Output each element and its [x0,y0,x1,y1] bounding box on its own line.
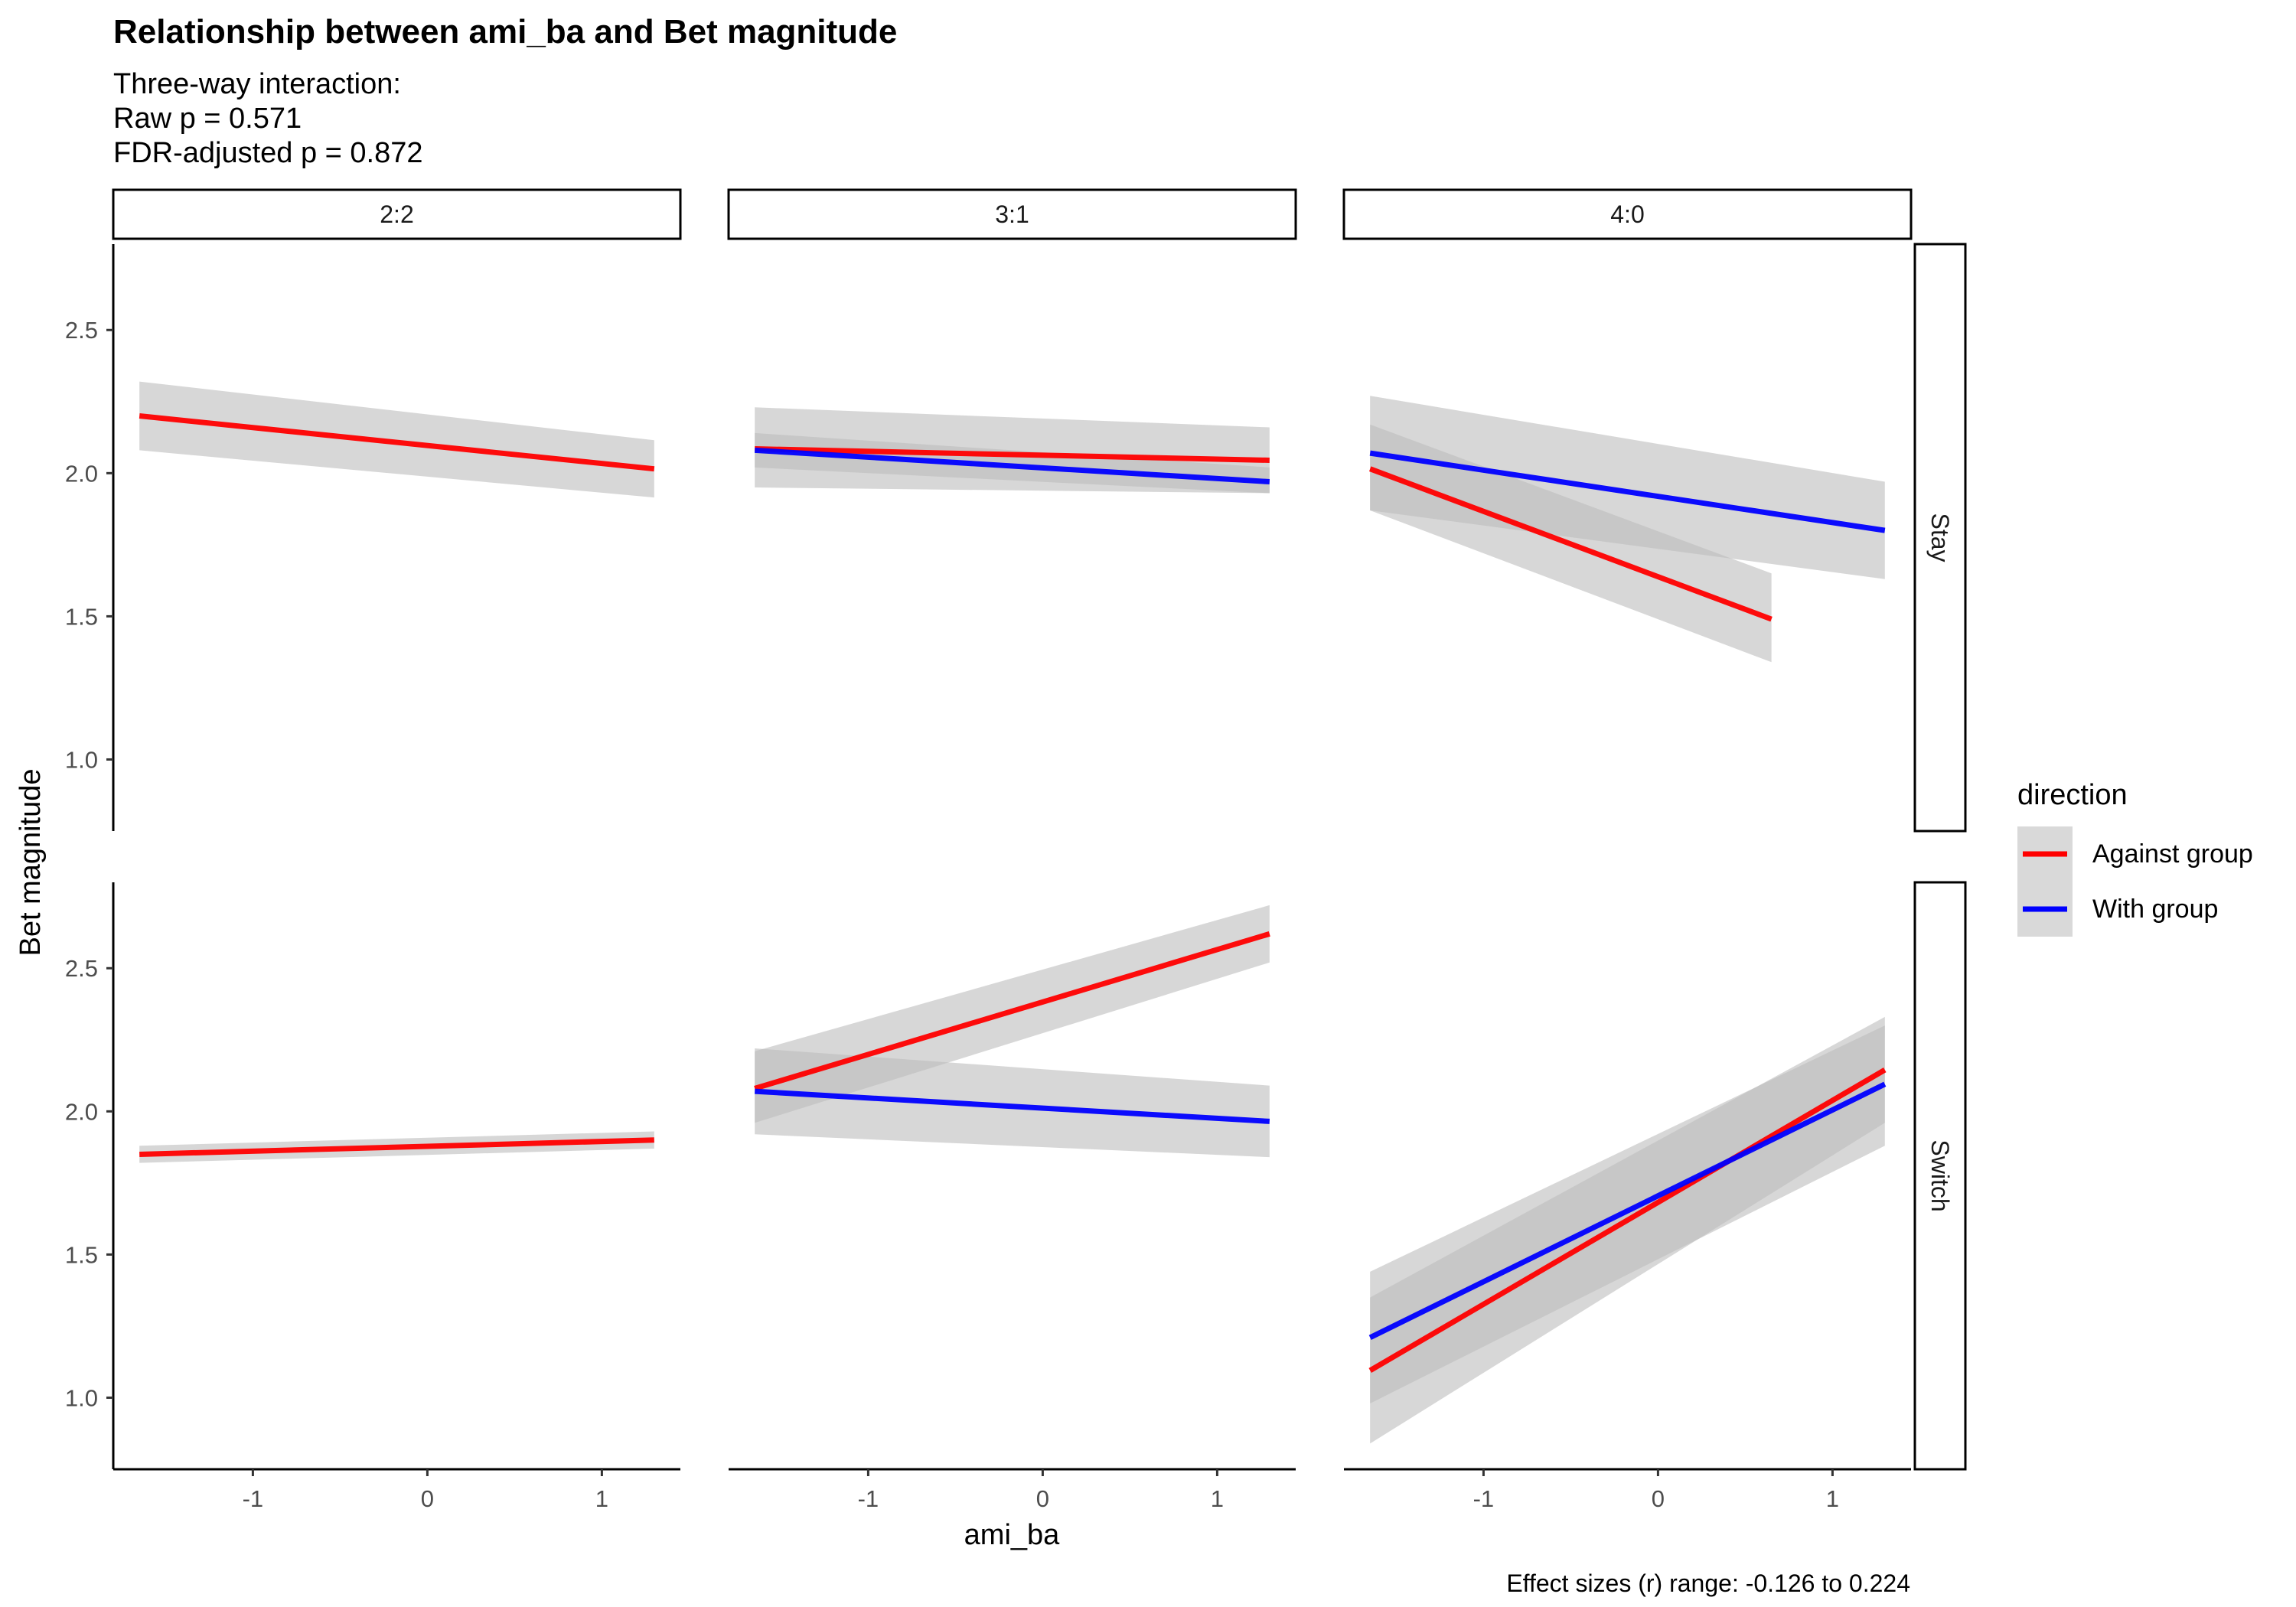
legend: direction Against group With group [2017,779,2253,937]
facet-strip-label-switch: Switch [1926,1139,1954,1211]
series-line-against-group [755,446,1270,463]
series-line-with-group [754,447,1270,485]
panel-stay-3-1 [754,407,1270,494]
chart-title: Relationship between ami_ba and Bet magn… [113,13,897,51]
panel-switch-3-1 [754,905,1270,1158]
legend-title: direction [2017,779,2128,811]
confidence-band-with-group [755,1048,1270,1158]
y-tick-label-switch-3: 2.5 [65,955,98,982]
x-axis-label: ami_ba [964,1519,1060,1551]
series-line-with-group [1369,450,1886,533]
facet-strip-label-3-1: 3:1 [995,200,1029,228]
y-axis-label: Bet magnitude [15,768,47,956]
x-tick-label-4-0-0: -1 [1473,1485,1495,1512]
chart-subtitle-line-3: FDR-adjusted p = 0.872 [113,137,423,169]
x-tick-label-3-1-2: 1 [1211,1485,1224,1512]
confidence-band-with-group [1370,396,1885,579]
y-tick-label-switch-1: 1.5 [65,1241,98,1268]
y-tick-label-stay-3: 2.5 [65,317,98,344]
facet-strip-label-stay: Stay [1926,513,1954,562]
chart-subtitle-line-2: Raw p = 0.571 [113,103,302,135]
y-tick-label-stay-0: 1.0 [65,746,98,773]
y-tick-label-stay-1: 1.5 [65,603,98,630]
series-line-against-group [1368,466,1773,622]
facet-strip-stay [1913,243,1967,833]
confidence-band-with-group [1370,1025,1885,1403]
series-line-with-group [754,1088,1270,1124]
chart-caption: Effect sizes (r) range: -0.126 to 0.224 [1506,1570,1910,1597]
y-tick-label-switch-2: 2.0 [65,1098,98,1125]
panel-stay-2-2 [139,381,655,498]
facet-strip-2-2 [112,188,682,240]
legend-label-with-group: With group [2092,895,2218,924]
x-tick-label-2-2-0: -1 [243,1485,264,1512]
x-tick-label-4-0-2: 1 [1826,1485,1839,1512]
facet-strip-switch [1913,881,1967,1471]
facet-strip-label-2-2: 2:2 [380,200,413,228]
legend-label-against-group: Against group [2092,839,2253,869]
chart-subtitle-line-1: Three-way interaction: [113,68,401,100]
panel-stay-4-0 [1368,396,1886,663]
panel-switch-2-2 [139,1131,654,1163]
panel-switch-4-0 [1368,1016,1887,1444]
facet-strip-label-4-0: 4:0 [1610,200,1644,228]
facet-strip-3-1 [727,188,1297,240]
confidence-band-against-group [139,381,654,498]
facet-strip-4-0 [1342,188,1913,240]
x-tick-label-4-0-1: 0 [1652,1485,1665,1512]
y-tick-label-stay-2: 2.0 [65,460,98,487]
series-line-against-group [139,413,655,472]
series-line-against-group [754,931,1270,1091]
x-tick-label-2-2-1: 0 [421,1485,434,1512]
y-tick-label-switch-0: 1.0 [65,1384,98,1411]
x-tick-label-3-1-0: -1 [858,1485,879,1512]
confidence-band-with-group [755,432,1270,494]
series-line-with-group [1368,1081,1887,1341]
series-line-against-group [1368,1068,1887,1373]
x-tick-label-2-2-2: 1 [595,1485,608,1512]
series-line-against-group [139,1137,654,1157]
x-tick-label-3-1-1: 0 [1036,1485,1049,1512]
